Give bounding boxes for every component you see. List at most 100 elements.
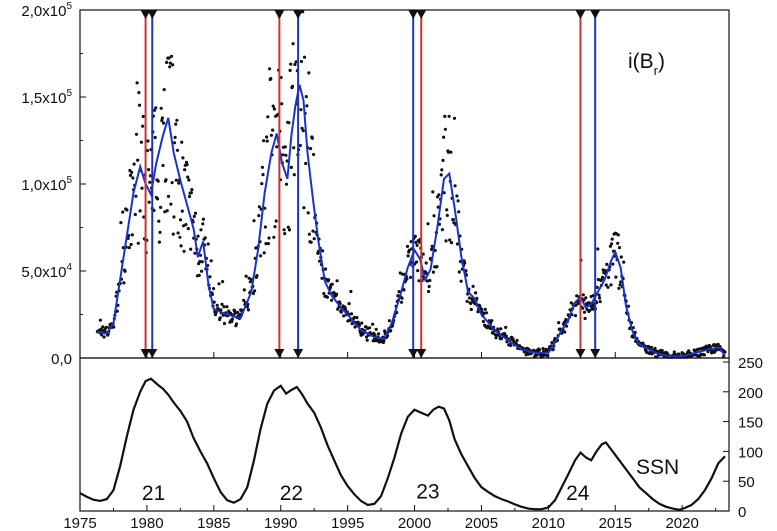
upper-y-tick-label: 5,0x104 xyxy=(21,262,72,281)
ibr-data-point xyxy=(610,237,614,241)
ibr-data-point xyxy=(147,200,151,204)
ibr-data-point xyxy=(148,174,152,178)
ssn-y-tick-label: 0 xyxy=(738,504,746,521)
ibr-data-point xyxy=(157,240,161,244)
ibr-data-point xyxy=(445,208,449,212)
ibr-data-point xyxy=(508,343,513,348)
ibr-data-point xyxy=(262,251,266,255)
ibr-data-point xyxy=(220,302,224,306)
ibr-data-point xyxy=(170,181,174,185)
ibr-data-point xyxy=(601,275,605,279)
upper-y-tick-label: 2,0x105 xyxy=(21,1,72,20)
ibr-data-point xyxy=(187,178,191,182)
ibr-data-point xyxy=(617,246,622,250)
ibr-data-point xyxy=(697,347,701,351)
ibr-data-point xyxy=(160,116,164,120)
ibr-data-point xyxy=(576,301,581,305)
ibr-data-point xyxy=(294,60,298,64)
ibr-data-point xyxy=(196,234,200,238)
ibr-data-point xyxy=(186,175,190,179)
ibr-data-point xyxy=(154,106,158,110)
ibr-data-point xyxy=(169,202,173,206)
ibr-data-point xyxy=(280,102,284,106)
ibr-data-point xyxy=(283,232,287,236)
ibr-data-point xyxy=(457,210,461,214)
ibr-data-point xyxy=(598,296,602,300)
ibr-data-point xyxy=(425,279,429,283)
ibr-data-point xyxy=(611,262,615,266)
ibr-data-point xyxy=(490,319,494,323)
ibr-data-point xyxy=(286,225,290,229)
ibr-data-point xyxy=(610,242,614,246)
ibr-data-point xyxy=(439,173,443,177)
ibr-data-point xyxy=(551,347,555,351)
ibr-data-point xyxy=(449,241,454,245)
ibr-data-point xyxy=(177,181,181,185)
ibr-data-point xyxy=(156,179,160,183)
x-tick-label: 2015 xyxy=(599,515,632,531)
ibr-data-point xyxy=(299,59,304,64)
cycle-number-label: 23 xyxy=(416,480,439,503)
ibr-data-point xyxy=(257,205,261,209)
ibr-data-point xyxy=(334,292,339,296)
ibr-data-point xyxy=(252,219,256,223)
ibr-data-point xyxy=(449,150,453,154)
ibr-data-point xyxy=(131,176,135,180)
ibr-data-point xyxy=(598,300,602,304)
ibr-data-point xyxy=(389,329,393,333)
ibr-data-point xyxy=(347,302,351,306)
ibr-data-point xyxy=(452,116,457,120)
ibr-data-point xyxy=(176,231,180,235)
cycle-marker-top-triangle xyxy=(590,10,601,19)
ibr-data-point xyxy=(172,215,176,219)
ibr-data-point xyxy=(437,193,441,197)
ibr-data-point xyxy=(431,270,435,274)
ibr-data-point xyxy=(285,159,289,163)
cycle-marker-bottom-triangle xyxy=(293,349,304,358)
cycle-marker-top-triangle xyxy=(293,10,304,19)
ibr-data-point xyxy=(271,128,275,132)
ibr-data-point xyxy=(289,165,293,169)
cycle-marker-bottom-triangle xyxy=(575,349,586,358)
ibr-data-point xyxy=(130,170,134,174)
ibr-data-point xyxy=(200,269,204,273)
ibr-data-point xyxy=(327,278,331,282)
ibr-data-point xyxy=(457,270,461,274)
ibr-data-point xyxy=(322,291,326,296)
ssn-y-tick-label: 100 xyxy=(738,444,763,461)
ibr-data-point xyxy=(193,211,198,215)
ibr-data-point xyxy=(430,247,434,251)
ibr-data-point xyxy=(160,118,164,123)
ibr-data-point xyxy=(217,282,221,286)
ibr-data-point xyxy=(147,168,151,172)
ibr-data-point xyxy=(563,330,567,334)
ibr-data-point xyxy=(332,291,336,295)
cycle-marker-top-triangle xyxy=(147,10,158,19)
ibr-data-point xyxy=(287,228,292,232)
ibr-data-point xyxy=(148,180,152,184)
ibr-data-point xyxy=(714,343,718,347)
ibr-data-point xyxy=(358,331,363,335)
ibr-data-point xyxy=(200,260,204,264)
ibr-data-point xyxy=(292,173,296,177)
ibr-data-point xyxy=(619,255,623,259)
ibr-data-point xyxy=(273,225,277,229)
ibr-data-point xyxy=(541,347,545,351)
cycle-marker-bottom-triangle xyxy=(416,349,427,358)
ibr-data-point xyxy=(157,219,161,223)
ibr-data-point xyxy=(141,114,145,119)
ibr-data-point xyxy=(175,118,179,122)
ibr-data-point xyxy=(287,121,291,125)
ibr-data-point xyxy=(264,242,268,246)
ibr-data-point xyxy=(292,146,296,150)
ibr-data-point xyxy=(428,278,432,283)
ibr-data-point xyxy=(281,153,285,157)
ibr-data-point xyxy=(550,341,554,345)
ibr-data-point xyxy=(311,229,315,233)
ibr-data-point xyxy=(546,354,550,358)
ibr-data-point xyxy=(402,288,406,292)
ibr-data-point xyxy=(174,122,178,126)
ibr-data-point xyxy=(443,127,447,131)
ibr-data-point xyxy=(526,352,531,356)
